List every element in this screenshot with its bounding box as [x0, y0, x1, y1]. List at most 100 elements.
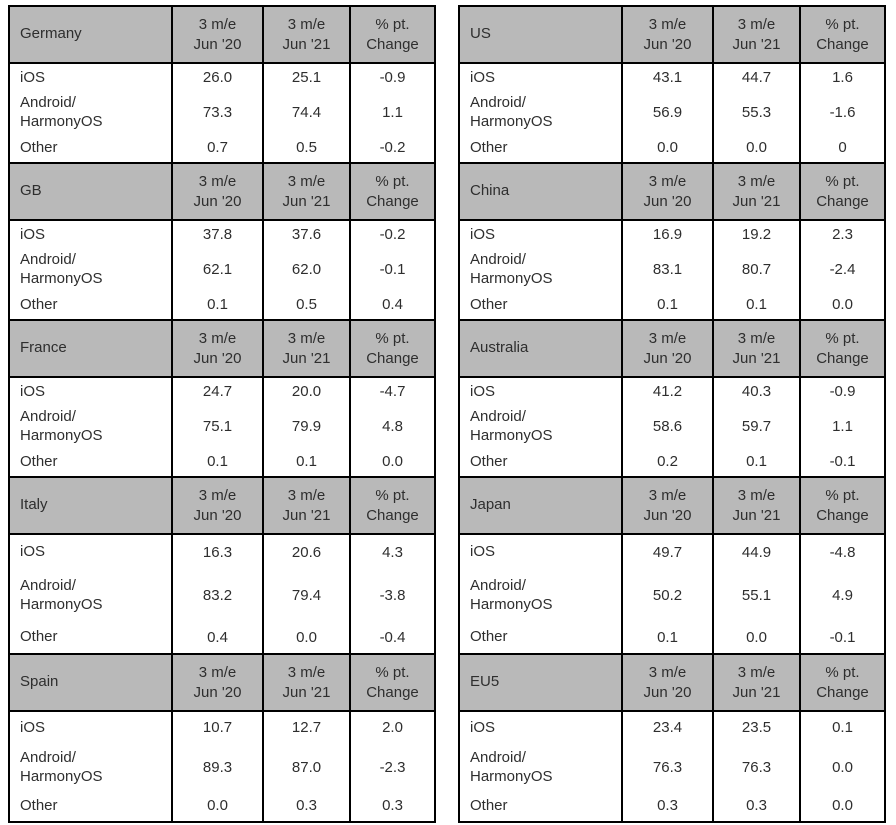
- col-header-change: % pt. Change: [366, 173, 419, 210]
- col-header-jun21: 3 m/e Jun '21: [714, 164, 801, 219]
- os-label-ios: iOS: [10, 64, 173, 92]
- value-change: -0.1: [829, 453, 856, 471]
- value-jun21: 19.2: [714, 221, 801, 249]
- value-jun21: 59.7: [714, 406, 801, 448]
- value-change: -0.9: [829, 383, 856, 401]
- value-change: 4.8: [382, 418, 403, 436]
- value-jun21: 79.4: [264, 570, 351, 622]
- table-row-android: Android/ HarmonyOS 83.1 80.7 -2.4: [460, 249, 884, 291]
- value-jun21: 25.1: [264, 64, 351, 92]
- value-jun21: 0.5: [264, 134, 351, 162]
- table-row-other: Other 0.2 0.1 -0.1: [460, 448, 884, 476]
- os-label-ios: iOS: [10, 221, 173, 249]
- value-jun20: 0.0: [623, 134, 714, 162]
- col-header-jun20: 3 m/e Jun '20: [623, 478, 714, 533]
- table-row-android: Android/ HarmonyOS 50.2 55.1 4.9: [460, 570, 884, 622]
- table-row-ios: iOS 49.7 44.9 -4.8: [460, 535, 884, 570]
- value-jun21: 0.5: [264, 291, 351, 319]
- value-change: 4.3: [382, 543, 403, 561]
- col-header-change: % pt. Change: [366, 487, 419, 524]
- os-label-android: Android/ HarmonyOS: [460, 249, 623, 291]
- value-jun21: 0.1: [714, 448, 801, 476]
- country-name: Japan: [460, 478, 623, 533]
- table-row-other: Other 0.1 0.1 0.0: [460, 291, 884, 319]
- table-row-ios: iOS 10.7 12.7 2.0: [10, 712, 434, 744]
- table-row-android: Android/ HarmonyOS 89.3 87.0 -2.3: [10, 744, 434, 791]
- value-jun20: 83.1: [623, 249, 714, 291]
- value-change: 2.0: [382, 719, 403, 737]
- value-jun20: 89.3: [173, 744, 264, 791]
- col-header-jun20: 3 m/e Jun '20: [173, 655, 264, 710]
- col-header-jun21: 3 m/e Jun '21: [714, 321, 801, 376]
- col-header-change: % pt. Change: [816, 487, 869, 524]
- table-header: Australia 3 m/e Jun '20 3 m/e Jun '21 % …: [460, 321, 884, 378]
- value-change: 1.1: [832, 418, 853, 436]
- os-label-other: Other: [10, 622, 173, 653]
- value-jun20: 56.9: [623, 92, 714, 134]
- value-jun21: 0.3: [714, 791, 801, 821]
- country-table-china: China 3 m/e Jun '20 3 m/e Jun '21 % pt. …: [458, 162, 886, 321]
- col-header-jun21: 3 m/e Jun '21: [714, 7, 801, 62]
- table-row-other: Other 0.0 0.3 0.3: [10, 791, 434, 821]
- value-jun21: 44.7: [714, 64, 801, 92]
- value-change: -0.2: [379, 139, 406, 157]
- value-jun21: 20.0: [264, 378, 351, 406]
- os-label-other: Other: [460, 448, 623, 476]
- value-jun21: 0.0: [714, 134, 801, 162]
- country-name: Spain: [10, 655, 173, 710]
- table-row-other: Other 0.3 0.3 0.0: [460, 791, 884, 821]
- country-table-spain: Spain 3 m/e Jun '20 3 m/e Jun '21 % pt. …: [8, 653, 436, 823]
- table-row-android: Android/ HarmonyOS 75.1 79.9 4.8: [10, 406, 434, 448]
- country-table-japan: Japan 3 m/e Jun '20 3 m/e Jun '21 % pt. …: [458, 476, 886, 655]
- col-header-change: % pt. Change: [816, 173, 869, 210]
- table-header: Italy 3 m/e Jun '20 3 m/e Jun '21 % pt. …: [10, 478, 434, 535]
- country-name: Italy: [10, 478, 173, 533]
- os-label-android: Android/ HarmonyOS: [10, 570, 173, 622]
- table-row-ios: iOS 26.0 25.1 -0.9: [10, 64, 434, 92]
- value-change: -0.2: [379, 226, 406, 244]
- value-jun21: 0.1: [714, 291, 801, 319]
- value-change: 0.3: [382, 797, 403, 815]
- value-change: 0.4: [382, 296, 403, 314]
- country-name: EU5: [460, 655, 623, 710]
- country-table-germany: Germany 3 m/e Jun '20 3 m/e Jun '21 % pt…: [8, 5, 436, 164]
- value-change: -1.6: [829, 104, 856, 122]
- col-header-jun21: 3 m/e Jun '21: [264, 478, 351, 533]
- value-change: 0: [838, 139, 847, 157]
- col-header-jun21: 3 m/e Jun '21: [264, 164, 351, 219]
- os-label-ios: iOS: [460, 378, 623, 406]
- os-label-other: Other: [10, 291, 173, 319]
- value-change: 0.1: [832, 719, 853, 737]
- value-jun21: 0.3: [264, 791, 351, 821]
- os-label-ios: iOS: [460, 712, 623, 744]
- value-jun20: 58.6: [623, 406, 714, 448]
- col-header-jun21: 3 m/e Jun '21: [714, 478, 801, 533]
- country-name: Germany: [10, 7, 173, 62]
- value-jun21: 79.9: [264, 406, 351, 448]
- value-change: 4.9: [832, 587, 853, 605]
- table-header: US 3 m/e Jun '20 3 m/e Jun '21 % pt. Cha…: [460, 7, 884, 64]
- table-row-ios: iOS 43.1 44.7 1.6: [460, 64, 884, 92]
- table-header: EU5 3 m/e Jun '20 3 m/e Jun '21 % pt. Ch…: [460, 655, 884, 712]
- col-header-change: % pt. Change: [366, 16, 419, 53]
- value-change: 1.6: [832, 69, 853, 87]
- table-row-ios: iOS 16.9 19.2 2.3: [460, 221, 884, 249]
- table-row-other: Other 0.4 0.0 -0.4: [10, 622, 434, 653]
- country-name: Australia: [460, 321, 623, 376]
- os-label-ios: iOS: [460, 535, 623, 570]
- col-header-jun20: 3 m/e Jun '20: [623, 321, 714, 376]
- col-header-change: % pt. Change: [816, 16, 869, 53]
- col-header-jun20: 3 m/e Jun '20: [173, 7, 264, 62]
- col-header-jun21: 3 m/e Jun '21: [264, 321, 351, 376]
- country-table-eu5: EU5 3 m/e Jun '20 3 m/e Jun '21 % pt. Ch…: [458, 653, 886, 823]
- value-change: -2.3: [379, 758, 406, 776]
- value-jun20: 10.7: [173, 712, 264, 744]
- col-header-jun20: 3 m/e Jun '20: [623, 164, 714, 219]
- value-jun20: 43.1: [623, 64, 714, 92]
- table-row-ios: iOS 37.8 37.6 -0.2: [10, 221, 434, 249]
- country-table-australia: Australia 3 m/e Jun '20 3 m/e Jun '21 % …: [458, 319, 886, 478]
- value-jun20: 75.1: [173, 406, 264, 448]
- value-change: 0.0: [832, 296, 853, 314]
- value-jun21: 37.6: [264, 221, 351, 249]
- col-header-jun20: 3 m/e Jun '20: [623, 7, 714, 62]
